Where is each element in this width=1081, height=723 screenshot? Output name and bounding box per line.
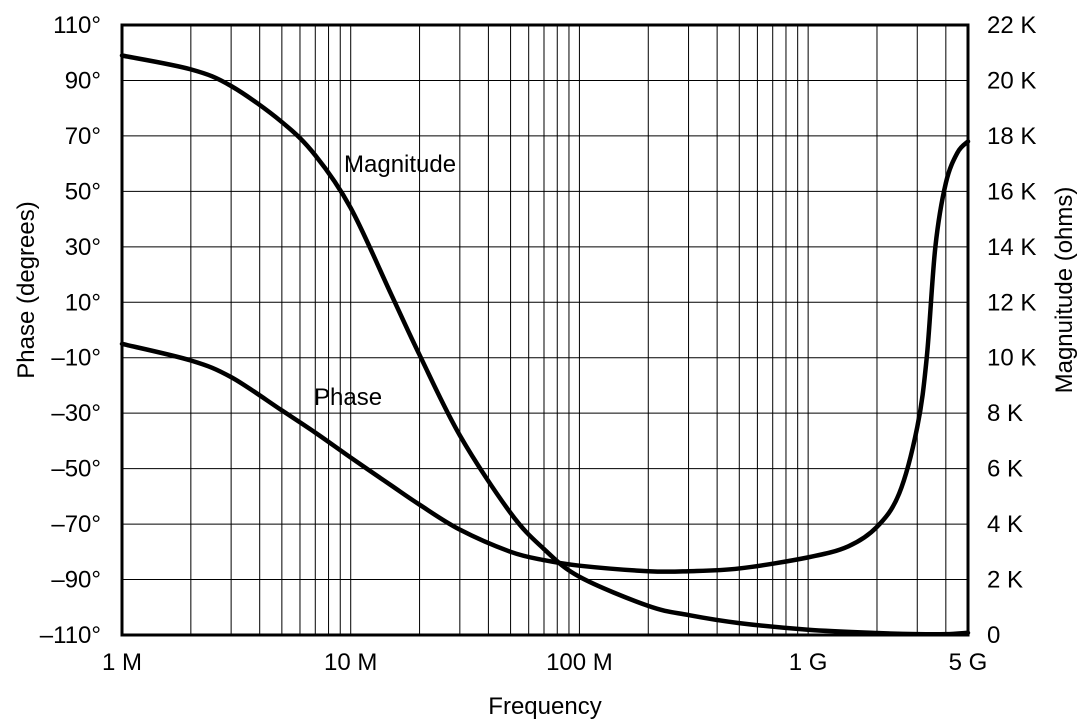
y-right-tick-label: 10 K (987, 345, 1036, 372)
y-left-tick-label: –110° (40, 622, 101, 649)
x-axis-title: Frequency (488, 693, 601, 720)
grid (122, 24, 968, 636)
series-label-magnitude: Magnitude (344, 151, 456, 178)
y-right-tick-label: 14 K (987, 234, 1036, 261)
y-right-tick-label: 4 K (987, 511, 1023, 538)
y-left-tick-label: –90° (51, 567, 101, 594)
y-left-tick-label: –50° (51, 456, 101, 483)
x-tick-label: 10 M (324, 649, 377, 676)
y-left-tick-label: –30° (51, 400, 101, 427)
tick-labels: 1 M 10 M 100 M 1 G 5 G 110° 90° 70° 50° 30° 10° –10… (40, 12, 1037, 676)
x-tick-label: 1 M (102, 649, 142, 676)
y-right-tick-label: 12 K (987, 289, 1036, 316)
y-right-tick-label: 20 K (987, 67, 1036, 94)
y-left-tick-label: 110° (53, 12, 101, 39)
series-lines (119, 53, 971, 637)
y-left-tick-label: 10° (65, 289, 101, 316)
y-right-tick-label: 16 K (987, 178, 1036, 205)
y-right-tick-label: 2 K (987, 567, 1023, 594)
series-label-phase: Phase (314, 384, 382, 411)
plot-frame (120, 23, 970, 637)
y-left-tick-label: 50° (65, 178, 101, 205)
y-axis-title-right: Magnuitude (ohms) (1051, 187, 1078, 394)
y-right-tick-label: 22 K (987, 12, 1036, 39)
y-right-tick-label: 8 K (987, 400, 1023, 427)
series-line-magnitude (119, 53, 971, 637)
series-line-phase (119, 139, 971, 575)
y-left-tick-label: –10° (51, 345, 101, 372)
y-left-tick-label: –70° (51, 511, 101, 538)
y-left-tick-label: 90° (65, 67, 101, 94)
y-right-tick-label: 0 (987, 622, 1000, 649)
x-tick-label: 1 G (789, 649, 828, 676)
y-right-tick-label: 6 K (987, 456, 1023, 483)
y-left-tick-label: 30° (65, 234, 101, 261)
x-tick-label: 100 M (546, 649, 613, 676)
x-tick-label: 5 G (949, 649, 988, 676)
y-left-tick-label: 70° (65, 123, 101, 150)
y-axis-title-left: Phase (degrees) (13, 201, 40, 378)
y-right-tick-label: 18 K (987, 123, 1036, 150)
